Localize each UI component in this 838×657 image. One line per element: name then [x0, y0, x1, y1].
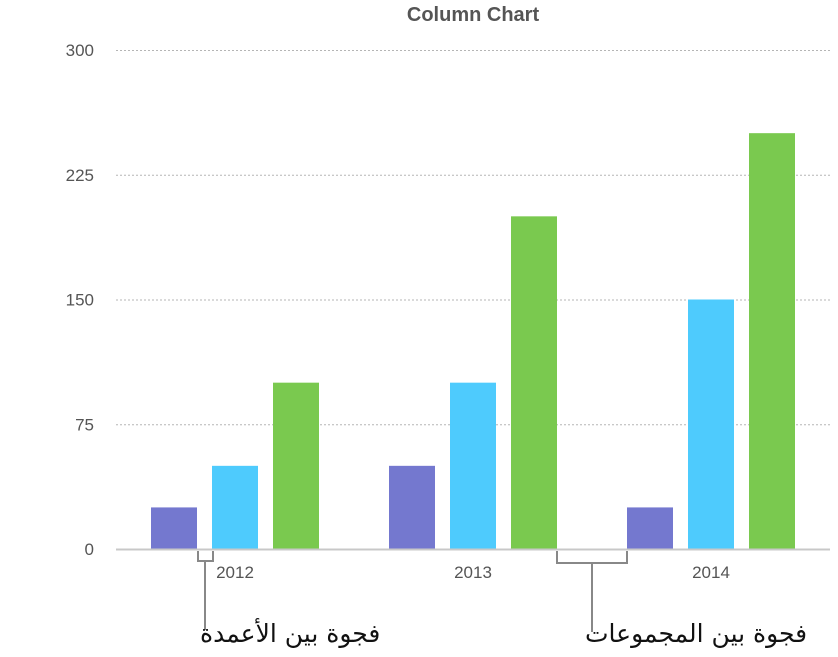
bar-2014-series-1 [627, 507, 673, 549]
bar-2013-series-3 [511, 216, 557, 550]
group-gap-bracket [556, 551, 628, 632]
y-axis-ticks: 0 75 150 225 300 [66, 41, 94, 559]
x-tick-label: 2012 [216, 563, 254, 582]
group-gap-label: فجوة بين المجموعات [585, 619, 807, 648]
y-tick-label: 150 [66, 291, 94, 310]
chart-title: Column Chart [407, 4, 540, 26]
bar-gap-bracket [197, 551, 214, 630]
bar-gap-label: فجوة بين الأعمدة [200, 617, 380, 648]
x-axis-ticks: 2012 2013 2014 [216, 563, 730, 582]
y-tick-label: 300 [66, 41, 94, 60]
bar-2013-series-2 [450, 382, 496, 549]
bar-2012-series-2 [212, 465, 258, 549]
y-tick-label: 225 [66, 166, 94, 185]
bar-2012-series-3 [273, 382, 319, 549]
bars [151, 133, 795, 550]
bar-2012-series-1 [151, 507, 197, 549]
y-tick-label: 75 [75, 415, 94, 434]
bar-2014-series-2 [688, 299, 734, 549]
bar-2013-series-1 [389, 465, 435, 549]
y-tick-label: 0 [85, 540, 94, 559]
x-tick-label: 2014 [692, 563, 730, 582]
x-tick-label: 2013 [454, 563, 492, 582]
bar-2014-series-3 [749, 133, 795, 549]
